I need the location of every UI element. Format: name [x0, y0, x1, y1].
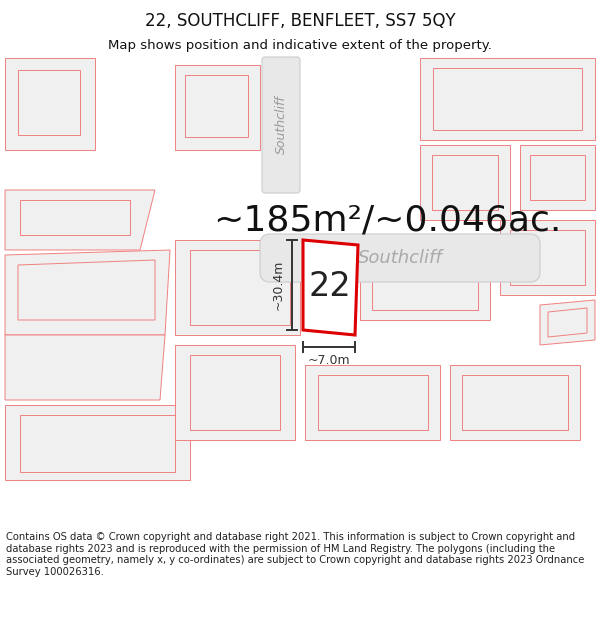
Polygon shape	[510, 230, 585, 285]
Polygon shape	[5, 58, 95, 150]
Polygon shape	[548, 308, 587, 337]
Polygon shape	[5, 250, 170, 335]
Text: ~185m²/~0.046ac.: ~185m²/~0.046ac.	[213, 203, 562, 237]
Text: ~7.0m: ~7.0m	[308, 354, 350, 367]
Polygon shape	[20, 415, 175, 472]
Polygon shape	[420, 58, 595, 140]
Polygon shape	[360, 235, 490, 320]
Polygon shape	[432, 155, 498, 210]
Text: Map shows position and indicative extent of the property.: Map shows position and indicative extent…	[108, 39, 492, 51]
Polygon shape	[18, 70, 80, 135]
Polygon shape	[530, 155, 585, 200]
FancyBboxPatch shape	[260, 234, 540, 282]
Polygon shape	[500, 220, 595, 295]
Polygon shape	[520, 145, 595, 210]
Text: Southcliff: Southcliff	[275, 96, 287, 154]
FancyBboxPatch shape	[262, 57, 300, 193]
Polygon shape	[303, 240, 358, 335]
Polygon shape	[305, 365, 440, 440]
Text: ~30.4m: ~30.4m	[271, 260, 284, 310]
Polygon shape	[20, 200, 130, 235]
Polygon shape	[18, 260, 155, 320]
Polygon shape	[420, 145, 510, 220]
Polygon shape	[433, 68, 582, 130]
Text: Southcliff: Southcliff	[358, 249, 442, 267]
Polygon shape	[372, 245, 478, 310]
Text: Contains OS data © Crown copyright and database right 2021. This information is : Contains OS data © Crown copyright and d…	[6, 532, 584, 577]
Polygon shape	[318, 375, 428, 430]
Polygon shape	[175, 240, 300, 335]
Polygon shape	[175, 345, 295, 440]
Polygon shape	[5, 190, 155, 250]
Polygon shape	[450, 365, 580, 440]
Polygon shape	[5, 335, 165, 400]
Polygon shape	[540, 300, 595, 345]
Polygon shape	[190, 355, 280, 430]
Polygon shape	[185, 75, 248, 137]
Polygon shape	[175, 65, 260, 150]
Polygon shape	[462, 375, 568, 430]
Text: 22: 22	[308, 271, 352, 304]
Polygon shape	[5, 405, 190, 480]
Polygon shape	[190, 250, 290, 325]
Text: 22, SOUTHCLIFF, BENFLEET, SS7 5QY: 22, SOUTHCLIFF, BENFLEET, SS7 5QY	[145, 12, 455, 30]
